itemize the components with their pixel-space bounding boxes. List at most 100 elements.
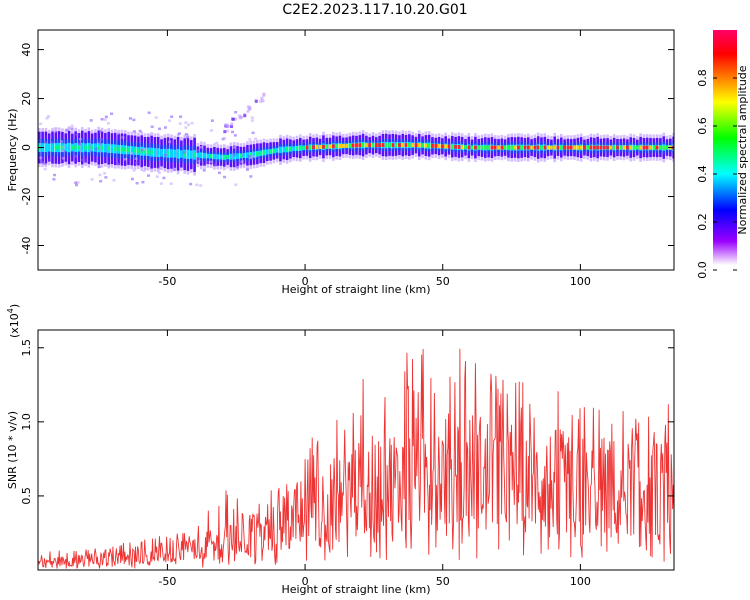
spectrogram-cell [477,145,481,150]
spectrogram-cell [454,144,457,149]
spectrogram-speckle [168,140,172,144]
spectrogram-cell [417,143,421,148]
spectrogram-cell [612,145,616,150]
spectrogram-cell [579,145,583,150]
spectrogram-cell [553,145,557,150]
spectrogram-cell [180,152,183,156]
spectrogram-speckle [247,155,251,158]
spectrogram-speckle [226,129,230,133]
spectrogram-cell [345,143,348,148]
spectrogram-cell [434,144,438,148]
spectrogram-speckle [209,129,213,132]
spectrogram-speckle [130,177,134,181]
spectrogram-cell [87,145,91,150]
spectrogram-cell [328,144,332,149]
spectrogram-speckle [169,182,173,185]
spectrogram-cell [414,143,418,148]
spectrogram-cell [232,154,236,159]
spectrogram-cell [497,145,500,150]
spectrogram-cell [474,145,477,150]
spectrogram-cell [223,155,226,160]
spectrogram-speckle [249,175,253,178]
spectrogram-cell [523,145,527,150]
spectrogram-frame [37,29,675,271]
spectrogram-speckle [187,123,191,126]
spectrogram-speckle [250,116,254,119]
spectrogram-speckle [217,171,221,175]
spectrogram-cell [361,143,365,148]
colorbar-label: Normalized spectral amplitude [736,65,749,234]
spectrogram-cell [322,144,325,149]
spectrogram-speckle [48,159,52,162]
spectrogram-speckle [163,126,167,129]
spectrogram-cell [216,154,220,159]
snr-line [38,348,674,569]
spectrogram-speckle [39,122,43,126]
spectrogram-speckle [250,119,254,122]
spectrogram-speckle [239,164,243,167]
spectrogram-speckle [142,169,146,173]
spectrogram-y-tick-label: 40 [20,43,33,57]
spectrogram-cell [606,145,609,150]
spectrogram-cell [391,143,395,148]
spectrogram-cell [573,145,576,150]
spectrogram-speckle [233,117,237,121]
spectrogram-speckle [215,141,219,145]
spectrogram-cell [170,151,173,156]
spectrogram-speckle [233,134,237,137]
spectrogram-speckle [40,160,44,164]
spectrogram-speckle [98,173,102,177]
spectrogram-speckle [159,182,163,185]
spectrogram-speckle [61,149,65,153]
spectrogram-cell [236,154,239,159]
spectrogram-cell [110,146,114,151]
spectrogram-speckle [53,173,57,177]
spectrogram-cell [341,143,345,148]
snr-x-tick-label: -50 [158,575,176,588]
spectrogram-cell [536,145,540,150]
spectrogram-speckle [116,162,120,166]
spectrogram-speckle [184,121,188,124]
spectrogram-cell [295,146,299,151]
spectrogram-cell [626,145,629,150]
spectrogram-speckle [97,165,101,168]
spectrogram-speckle [140,148,144,152]
spectrogram-speckle [103,118,107,121]
spectrogram-speckle [51,141,55,144]
spectrogram-cell [464,145,467,150]
spectrogram-cell [193,152,196,157]
spectrogram-cell [219,155,223,160]
spectrogram-speckle [223,130,227,134]
spectrogram-speckle [168,119,172,122]
spectrogram-cell [503,145,507,150]
spectrogram-cell [206,153,210,158]
spectrogram-cell [421,143,424,148]
spectrogram-speckle [112,179,116,182]
spectrogram-cell [394,143,398,148]
spectrogram-speckle [213,164,217,167]
spectrogram-cell [358,143,362,148]
spectrogram-cell [325,144,329,149]
spectrogram-speckle [94,147,98,151]
spectrogram-speckle [150,125,154,129]
spectrogram-cell [351,143,355,148]
spectrogram-cell [665,145,669,150]
spectrogram-cell [100,145,104,150]
spectrogram-speckle [75,133,79,137]
spectrogram-cell [123,147,127,152]
spectrogram-cell [332,144,335,149]
spectrogram-speckle [52,178,56,181]
snr-scale-prefix: (x10 [8,313,21,338]
spectrogram-speckle [199,145,203,149]
spectrogram-speckle [74,181,78,184]
spectrogram-cell [156,150,160,155]
spectrogram-cell [381,143,385,148]
spectrogram-speckle [248,138,252,141]
spectrogram-speckle [129,152,133,155]
spectrogram-cell [104,146,107,150]
spectrogram-cell [619,145,623,150]
spectrogram-cell [371,143,375,148]
spectrogram-cell [374,143,378,148]
spectrogram-speckle [158,167,162,170]
